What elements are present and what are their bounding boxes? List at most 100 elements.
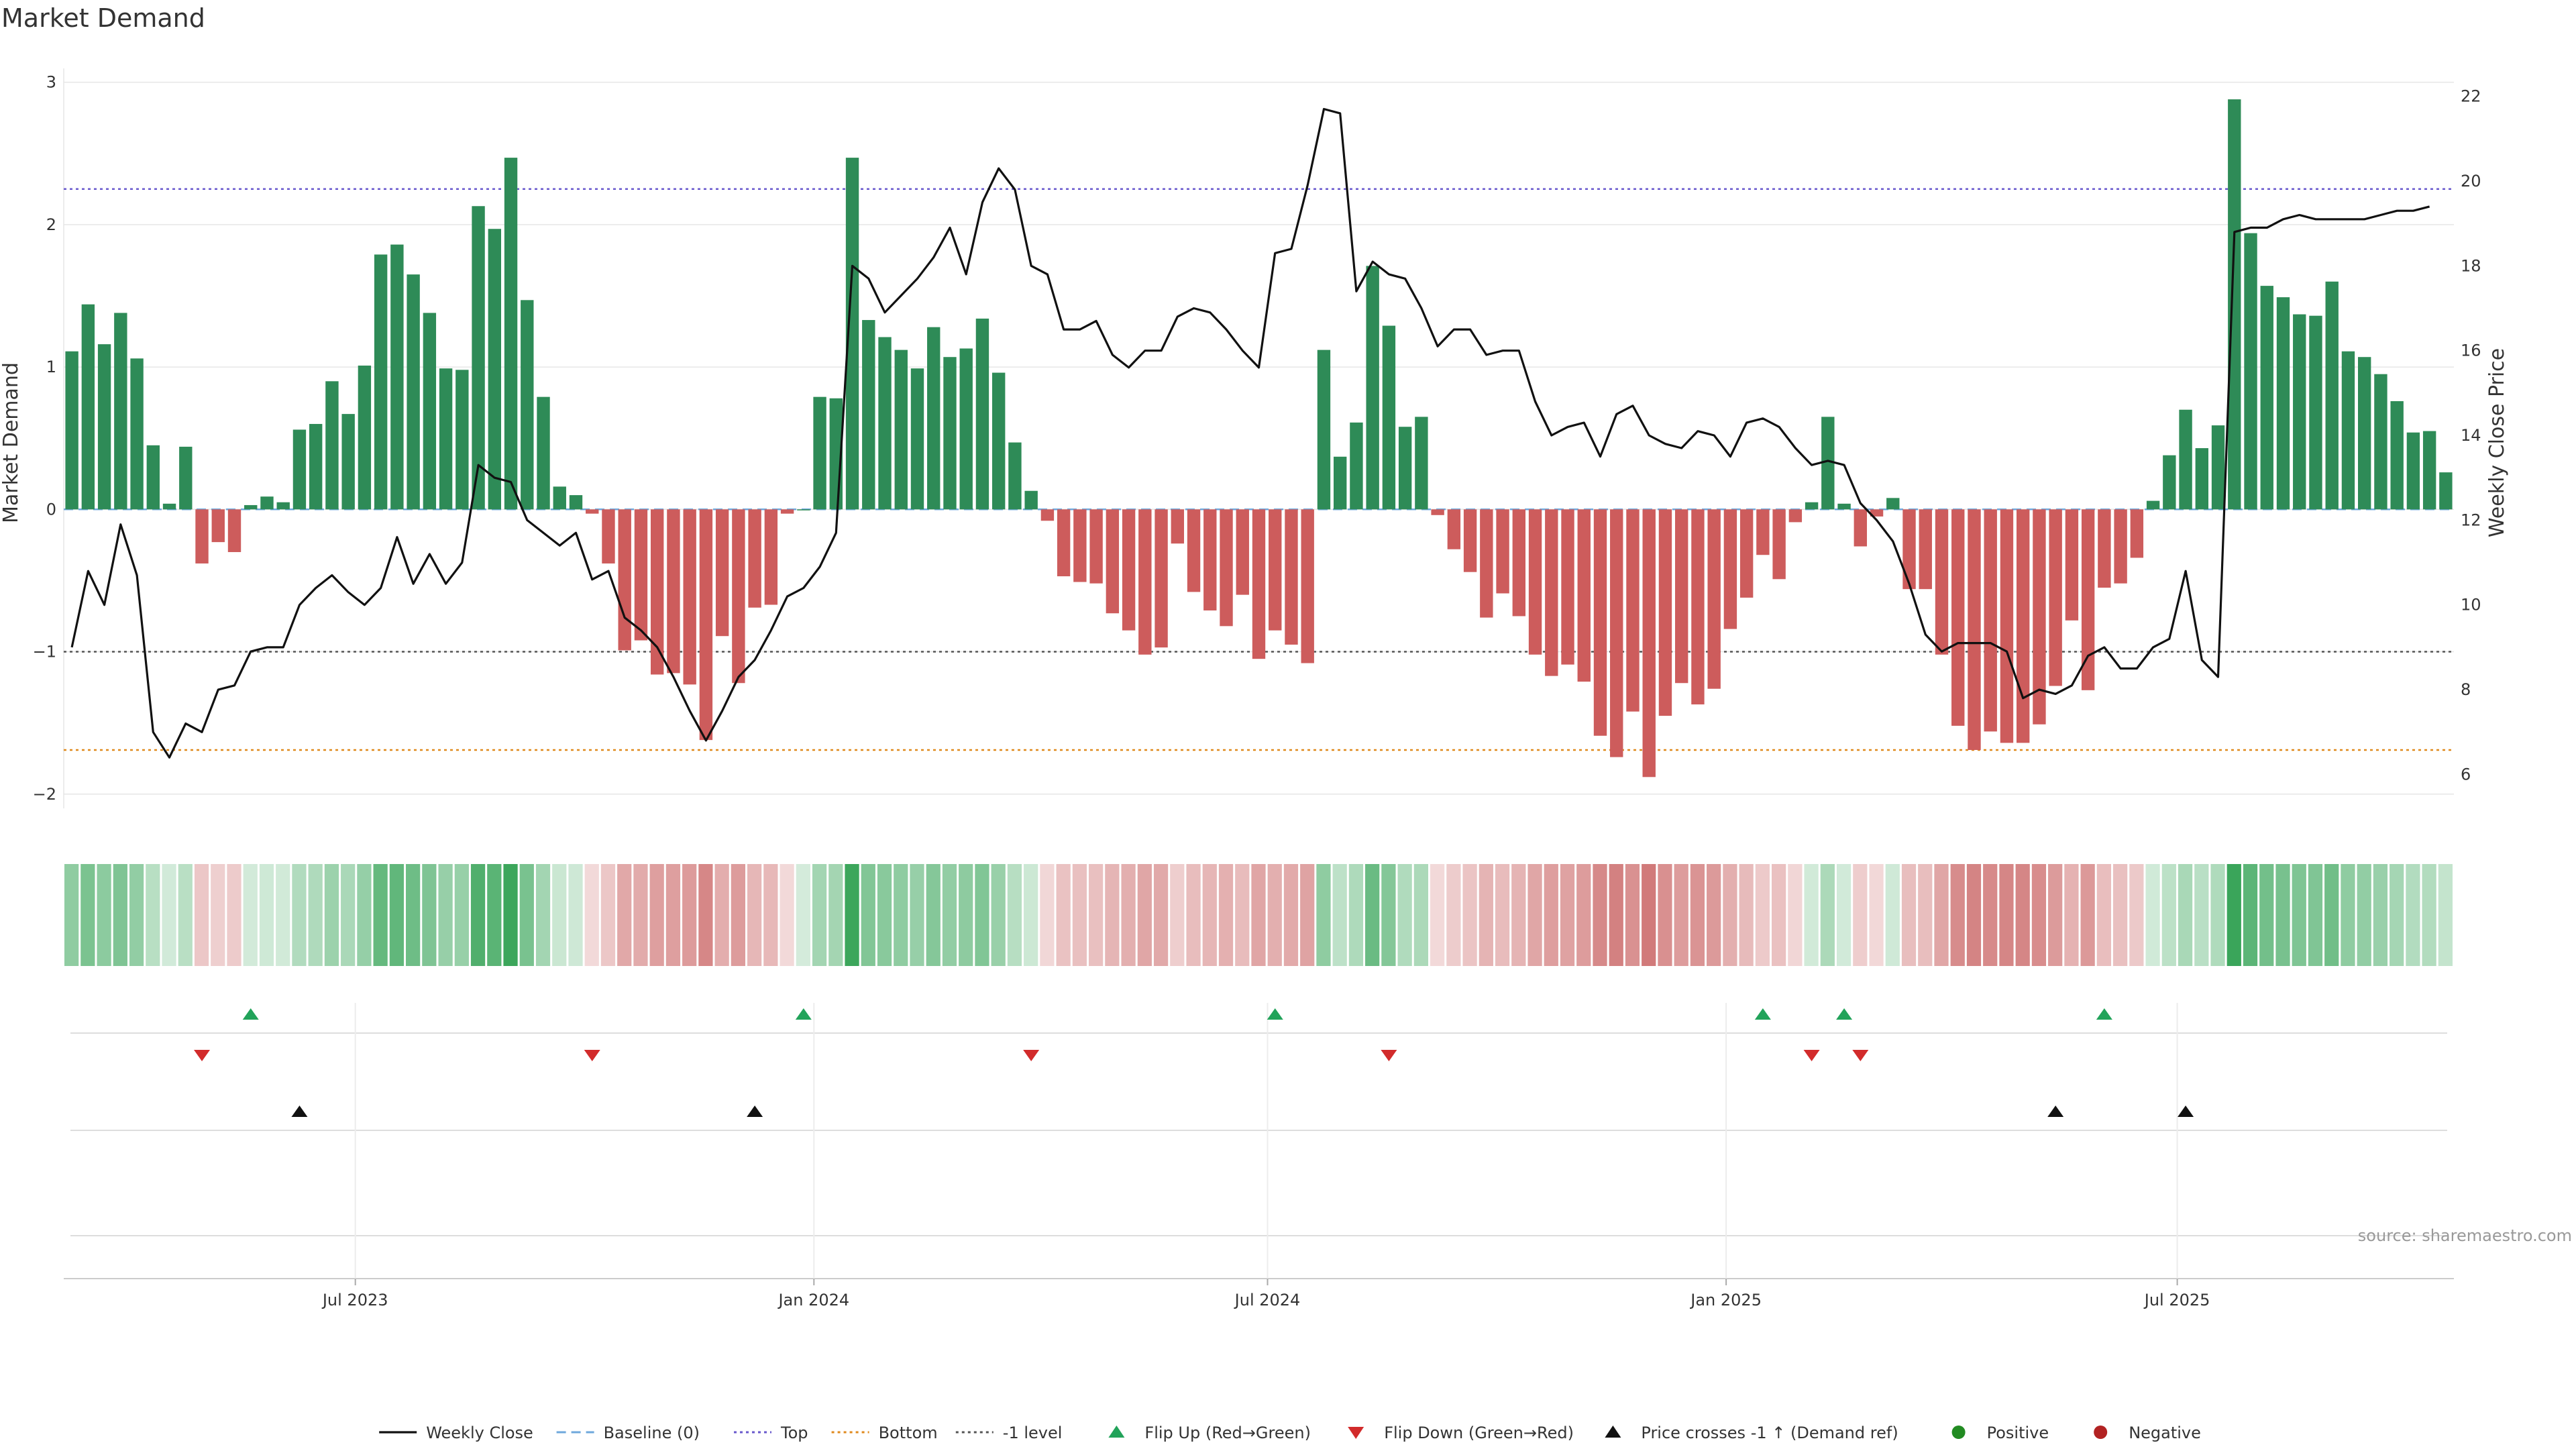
source-note: source: sharemaestro.com — [2358, 1226, 2572, 1245]
price-cross-marker — [2178, 1106, 2194, 1117]
heat-cell — [714, 864, 729, 966]
heat-cell — [438, 864, 453, 966]
demand-bar — [1333, 456, 1347, 510]
heat-cell — [2422, 864, 2436, 966]
y2-tick-label: 12 — [2461, 511, 2481, 529]
demand-bar — [2341, 351, 2355, 510]
heat-cell — [194, 864, 209, 966]
heat-cell — [1462, 864, 1477, 966]
heat-cell — [649, 864, 664, 966]
heat-cell — [1966, 864, 1982, 966]
demand-bar — [2081, 509, 2095, 690]
demand-bar — [667, 509, 680, 674]
demand-bar — [260, 496, 274, 510]
demand-bar — [2130, 509, 2144, 558]
heat-cell — [1413, 864, 1428, 966]
heat-cell — [2048, 864, 2063, 966]
demand-bar — [1837, 503, 1851, 510]
y-axis-right: 22 20 18 16 14 12 10 8 6 — [2461, 87, 2481, 784]
heat-cell — [2210, 864, 2225, 966]
legend-label: -1 level — [1003, 1424, 1063, 1442]
flip-down-marker — [1381, 1050, 1397, 1061]
heat-cell — [470, 864, 486, 966]
demand-bar — [1122, 509, 1136, 631]
legend-label: Positive — [1987, 1424, 2049, 1442]
flip-down-marker — [194, 1050, 211, 1061]
heat-cell — [1836, 864, 1851, 966]
demand-bar — [1350, 422, 1363, 510]
legend-swatch — [1348, 1427, 1364, 1439]
demand-bar — [1496, 509, 1509, 594]
demand-bar — [1317, 350, 1331, 510]
heat-cell — [113, 864, 127, 966]
heat-cell — [1983, 864, 1998, 966]
heat-cell — [2031, 864, 2047, 966]
heat-cell — [780, 864, 794, 966]
heat-cell — [1707, 864, 1721, 966]
heat-cell — [1040, 864, 1055, 966]
demand-bar — [2422, 431, 2436, 510]
demand-bar — [455, 370, 469, 510]
y-tick-label: −1 — [33, 643, 56, 661]
legend: Weekly Close Baseline (0) Top Bottom -1 leve… — [379, 1424, 2201, 1442]
demand-bar — [1886, 498, 1900, 510]
heat-cell — [731, 864, 745, 966]
heat-cell — [1950, 864, 1965, 966]
heat-cell — [1804, 864, 1819, 966]
heat-cell — [80, 864, 95, 966]
heat-cell — [1056, 864, 1071, 966]
demand-bar — [1512, 509, 1526, 616]
legend-item: Flip Up (Red→Green) — [1108, 1424, 1311, 1442]
heat-cell — [2406, 864, 2420, 966]
heat-cell — [519, 864, 534, 966]
heat-cell — [64, 864, 79, 966]
heat-cell — [259, 864, 274, 966]
demand-bar — [1285, 509, 1298, 645]
legend-label: Bottom — [879, 1424, 938, 1442]
heat-cell — [1999, 864, 2014, 966]
demand-bar — [1398, 427, 1412, 510]
demand-bar — [1788, 509, 1803, 523]
demand-bar — [1155, 509, 1168, 648]
demand-bar — [910, 368, 924, 510]
heat-cell — [552, 864, 567, 966]
heat-cell — [1593, 864, 1607, 966]
demand-bar — [797, 509, 810, 511]
demand-bar — [1854, 509, 1868, 547]
y-axis-title-right: Weekly Close Price — [2485, 348, 2509, 537]
heat-cell — [178, 864, 193, 966]
heat-cell — [1348, 864, 1364, 966]
demand-bar — [1577, 509, 1591, 682]
heat-cell — [2357, 864, 2371, 966]
weekly-close-line — [70, 107, 2430, 759]
y2-tick-label: 14 — [2461, 426, 2481, 445]
heat-cell — [2080, 864, 2095, 966]
demand-bar — [1805, 502, 1819, 510]
demand-bar — [683, 509, 696, 685]
demand-bar — [991, 372, 1006, 510]
legend-label: Flip Up (Red→Green) — [1144, 1424, 1311, 1442]
demand-bar — [2309, 315, 2322, 510]
demand-bar — [423, 313, 437, 510]
demand-bar — [1073, 509, 1087, 582]
main-gridlines — [63, 68, 2454, 808]
heat-cell — [1137, 864, 1152, 966]
heat-cell — [665, 864, 681, 966]
heat-cell — [698, 864, 713, 966]
legend-item: Bottom — [831, 1424, 938, 1442]
demand-bar — [1919, 509, 1932, 590]
demand-bar — [1301, 509, 1314, 663]
heat-cell — [1658, 864, 1672, 966]
heat-cell — [2275, 864, 2290, 966]
demand-bar — [1057, 509, 1071, 577]
heat-cell — [1105, 864, 1120, 966]
demand-bar — [732, 509, 745, 684]
heat-cell — [162, 864, 176, 966]
demand-bar — [2293, 314, 2306, 510]
demand-bar — [2406, 432, 2420, 510]
demand-bar — [2016, 509, 2030, 743]
demand-bar — [2000, 509, 2014, 743]
flip-up-marker — [2096, 1008, 2112, 1020]
x-tick-label: Jan 2025 — [1689, 1291, 1762, 1309]
heat-cell — [1723, 864, 1737, 966]
